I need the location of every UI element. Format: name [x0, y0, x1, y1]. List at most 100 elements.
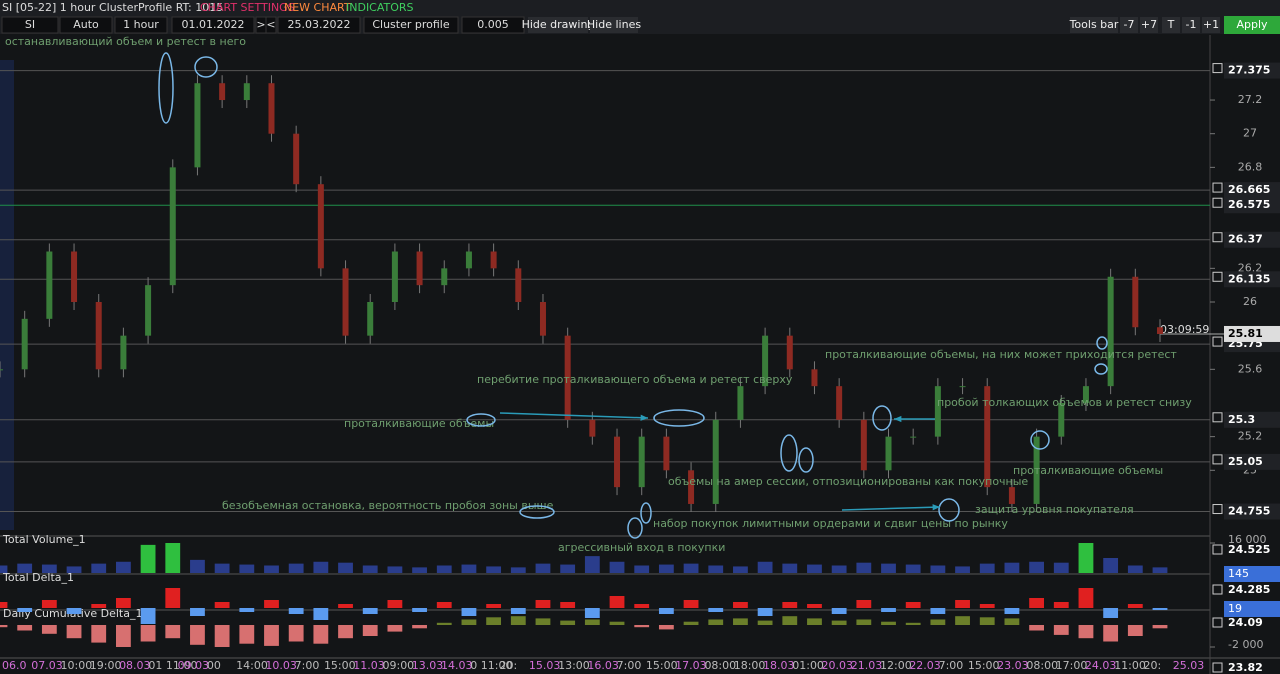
toolbar-field[interactable] — [59, 16, 113, 34]
button-text[interactable]: Apply — [1236, 18, 1268, 31]
cum-delta-bar — [930, 619, 946, 625]
candle — [786, 335, 793, 370]
level-box — [1212, 544, 1223, 555]
button[interactable] — [1120, 17, 1138, 33]
delta-bar — [979, 604, 995, 608]
candle — [441, 268, 448, 286]
level-label: 24.525 — [1228, 543, 1270, 556]
button[interactable] — [590, 17, 638, 33]
button[interactable] — [1182, 17, 1200, 33]
toolbar-text[interactable]: 1 hour — [123, 18, 159, 31]
button-text[interactable]: +7 — [1141, 18, 1157, 31]
candle — [145, 285, 152, 336]
level-tag — [1224, 453, 1280, 470]
menu-item[interactable]: NEW CHART — [284, 1, 351, 14]
delta-bar — [239, 608, 255, 612]
button-text[interactable]: T — [1167, 18, 1175, 31]
toolbar-text[interactable]: < — [266, 18, 275, 31]
menu-item[interactable]: INDICATORS — [346, 1, 414, 14]
arrow-head — [894, 415, 902, 423]
volume-bar — [757, 561, 773, 573]
button-text[interactable]: -1 — [1186, 18, 1197, 31]
highlight — [640, 502, 652, 524]
volume-bar — [362, 565, 378, 573]
volume-bar — [412, 567, 427, 573]
highlight — [627, 517, 643, 539]
toolbar-field[interactable] — [277, 16, 361, 34]
delta-bar — [930, 608, 946, 614]
candle — [688, 470, 695, 504]
button[interactable] — [528, 17, 588, 33]
button[interactable] — [1202, 17, 1220, 33]
toolbar-text[interactable]: Cluster profile — [372, 18, 450, 31]
cum-delta-bar — [584, 619, 600, 625]
candle — [268, 83, 275, 134]
toolbar-text[interactable]: Auto — [73, 18, 99, 31]
toolbar-field[interactable] — [171, 16, 255, 34]
level-tag — [1224, 62, 1280, 79]
candle — [391, 251, 398, 302]
volume-bar — [190, 559, 205, 573]
x-tick-label: 08:00 — [1026, 659, 1058, 672]
level-box — [1212, 197, 1223, 208]
toolbar-field[interactable] — [114, 16, 168, 34]
cum-delta-bar — [1078, 625, 1094, 639]
button[interactable] — [1070, 17, 1118, 33]
cum-delta-bar — [387, 625, 403, 632]
volume-bar — [0, 565, 8, 573]
delta-bar — [584, 608, 600, 618]
toolbar-text[interactable]: 25.03.2022 — [288, 18, 351, 31]
cum-delta-bar — [239, 625, 255, 644]
highlight — [466, 413, 496, 427]
x-tick-label: 13.03 — [412, 659, 444, 672]
y-tick-label: 26 — [1243, 295, 1257, 308]
y-tick-label: 26.2 — [1238, 261, 1263, 274]
level-box — [1212, 232, 1223, 243]
toolbar-text[interactable]: SI — [25, 18, 35, 31]
menu-item[interactable]: CHART SETTINGS — [200, 1, 295, 14]
button-text[interactable]: Hide lines — [587, 18, 641, 31]
level-label: 24.285 — [1228, 583, 1270, 596]
volume-bar — [41, 564, 57, 573]
highlight — [653, 409, 705, 427]
candle — [663, 436, 670, 471]
toolbar-text[interactable]: > — [256, 18, 265, 31]
button[interactable] — [1140, 17, 1158, 33]
y-tick-label: 26.8 — [1238, 160, 1263, 173]
candle — [219, 83, 226, 101]
button-text[interactable]: -7 — [1124, 18, 1135, 31]
toolbar-field[interactable] — [1, 16, 59, 34]
toolbar-field[interactable] — [363, 16, 459, 34]
candle — [564, 335, 571, 420]
toolbar-text[interactable]: 01.01.2022 — [182, 18, 245, 31]
x-tick-label: 01 11:00 — [148, 659, 197, 672]
button-text[interactable]: +1 — [1203, 18, 1219, 31]
level-box — [1212, 271, 1223, 282]
level-box — [1212, 336, 1223, 347]
delta-bar — [412, 608, 427, 612]
delta-bar — [1078, 588, 1094, 608]
candle — [21, 318, 28, 370]
cum-delta-bar — [757, 620, 773, 625]
title-bar — [0, 0, 1280, 16]
button-text[interactable]: Tools bar — [1069, 18, 1119, 31]
toolbar-field[interactable] — [265, 16, 277, 34]
cum-delta-bar — [362, 625, 378, 636]
candle — [885, 436, 892, 471]
x-tick-label: 14.03 — [441, 659, 473, 672]
toolbar-field[interactable] — [461, 16, 525, 34]
level-tag — [1224, 271, 1280, 288]
button[interactable] — [1162, 17, 1180, 33]
apply-button[interactable] — [1224, 16, 1280, 34]
candle — [959, 386, 966, 388]
x-tick-label: 7:00 — [617, 659, 642, 672]
toolbar-text[interactable]: 0.005 — [477, 18, 509, 31]
volume-profile — [0, 60, 14, 530]
current-time: 03:09:59 — [1160, 323, 1209, 336]
highlight — [872, 405, 892, 431]
arrow-head — [932, 504, 940, 511]
button-text[interactable]: Hide drawing — [522, 18, 595, 31]
x-tick-label: 7:00 — [939, 659, 964, 672]
delta-bar — [733, 602, 748, 608]
level-label: 26.135 — [1228, 272, 1270, 285]
